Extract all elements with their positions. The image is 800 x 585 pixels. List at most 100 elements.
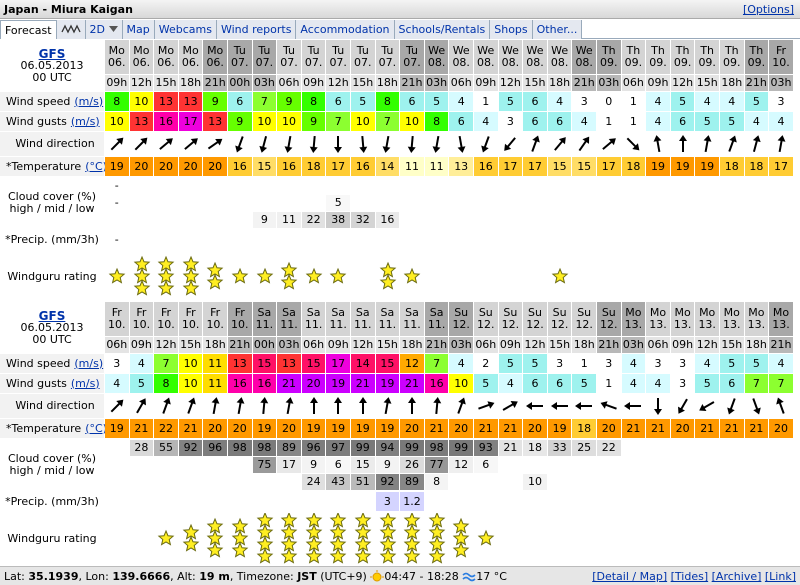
lat: 35.1939	[28, 570, 79, 583]
wind-gusts-label: Wind gusts (m/s)	[0, 374, 104, 393]
direction-icon	[677, 398, 688, 414]
temperature: 16	[474, 157, 498, 176]
wind-arrow	[777, 135, 786, 153]
day: Fr	[185, 306, 196, 319]
graph-tab[interactable]	[56, 20, 86, 39]
direction-icon	[383, 397, 392, 415]
model-link[interactable]: GFS	[38, 308, 66, 323]
day: Mo	[182, 44, 199, 57]
temperature: 17	[523, 157, 547, 176]
rating-cell	[277, 251, 301, 302]
hour: 03h	[769, 75, 793, 91]
day-header: Sa 11.	[400, 302, 424, 336]
rating-stars	[354, 513, 372, 564]
star	[428, 547, 446, 564]
direction-icon	[183, 138, 198, 150]
footer-link[interactable]: [Archive]	[711, 570, 762, 583]
temperature: 19	[105, 419, 129, 438]
hour: 03h	[424, 75, 449, 91]
hour: 03h	[621, 337, 646, 353]
wind-arrow	[309, 135, 318, 153]
wind-gust: 6	[670, 112, 695, 131]
tab[interactable]: Wind reports	[216, 20, 297, 39]
hour: 09h	[301, 75, 326, 91]
temperature-label-unit[interactable]: (°C)	[85, 159, 107, 173]
hour: 12h	[351, 337, 375, 353]
day-header: Fr 10.	[178, 302, 203, 336]
temperature: 21	[744, 419, 769, 438]
model-link[interactable]: GFS	[38, 46, 66, 61]
day: Sa	[429, 306, 444, 319]
arrow-head	[678, 135, 687, 141]
wind-gusts-label-unit[interactable]: (m/s)	[70, 114, 100, 128]
day-header: Mo 13.	[769, 302, 793, 336]
tab[interactable]: 2D	[85, 20, 123, 39]
hour: 15h	[351, 75, 375, 91]
date: 10.	[181, 318, 200, 331]
direction-cell	[203, 132, 227, 156]
footer-link[interactable]: [Link]	[764, 570, 796, 583]
tab[interactable]: Map	[122, 20, 155, 39]
rating-stars	[231, 517, 249, 558]
row-label: Windguru rating	[7, 531, 97, 545]
arrow-head	[457, 146, 466, 153]
date: 06.	[181, 56, 200, 69]
day-header: Su 12.	[474, 302, 498, 336]
wind-gusts-label-unit[interactable]: (m/s)	[70, 376, 100, 390]
wind-speed: 4	[720, 92, 744, 111]
arrow-head	[309, 146, 318, 153]
direction-cell	[670, 132, 695, 156]
options-link[interactable]: [Options]	[742, 3, 794, 16]
day: Mo	[108, 44, 125, 57]
hour: 18h	[375, 75, 400, 91]
wind-speed-label-unit[interactable]: (m/s)	[74, 356, 104, 370]
arrow-head	[550, 402, 557, 410]
temperature-label-unit[interactable]: (°C)	[85, 421, 107, 435]
temperature: 18	[621, 157, 646, 176]
wind-gust: 6	[547, 374, 572, 393]
wind-speed: 5	[523, 354, 547, 373]
day-header: Mo 06.	[129, 40, 154, 74]
date: 13.	[747, 318, 766, 331]
hour: 12h	[670, 75, 695, 91]
direction-icon	[575, 402, 593, 410]
wind-arrow	[575, 402, 593, 410]
footer-link[interactable]: [Detail / Map]	[592, 570, 668, 583]
temperature: 20	[523, 419, 547, 438]
tab[interactable]: Shops	[490, 20, 533, 39]
cloud-text: Cloud cover (%)	[7, 452, 97, 465]
wind-speed: 4	[129, 354, 154, 373]
direction-icon	[481, 136, 490, 153]
day: Su	[454, 306, 469, 319]
wind-arrow	[211, 397, 220, 415]
tab[interactable]: Webcams	[154, 20, 217, 39]
tab[interactable]: Forecast	[0, 20, 57, 39]
wind-gust: 3	[498, 112, 523, 131]
direction-icon	[135, 137, 148, 151]
hour: 21h	[228, 337, 252, 353]
wind-arrow	[752, 398, 762, 415]
sun-icon	[370, 570, 385, 582]
tab[interactable]: Accommodation	[296, 20, 395, 39]
direction-icon	[550, 402, 568, 410]
wind-speed-label-unit[interactable]: (m/s)	[74, 94, 104, 108]
wind-speed: 13	[178, 92, 203, 111]
alt-label: , Alt:	[170, 570, 196, 583]
star	[157, 529, 175, 546]
cloud-label: Cloud cover (%) high / mid / low	[0, 178, 104, 228]
cloud-high: 33	[547, 440, 572, 456]
footer-link[interactable]: [Tides]	[670, 570, 709, 583]
wind-arrow	[162, 397, 171, 414]
tab[interactable]: Other...	[532, 20, 583, 39]
day: We	[526, 44, 544, 57]
date: 13.	[624, 318, 643, 331]
tab[interactable]: Schools/Rentals	[394, 20, 491, 39]
hour: 12h	[695, 337, 719, 353]
arrow-head	[116, 399, 124, 407]
direction-cell	[449, 132, 473, 156]
date: 10.	[108, 318, 126, 331]
wind-gust: 4	[646, 112, 670, 131]
direction-icon	[699, 401, 715, 411]
wind-speed: 15	[252, 354, 277, 373]
cloud-high: 94	[375, 440, 400, 456]
